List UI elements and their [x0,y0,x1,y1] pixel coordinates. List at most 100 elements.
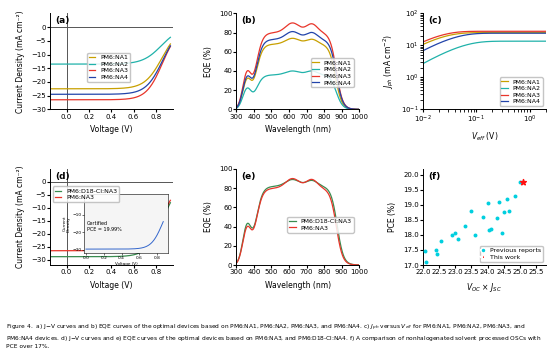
Point [485,228,494,233]
PM6:NA4 [263,39,270,44]
PM6:NA1 [517,31,524,35]
PM6:D18-Cl:NA3 [314,181,321,185]
Point [493,216,502,221]
Point [433,252,442,257]
X-axis label: Voltage (V): Voltage (V) [90,281,132,290]
PM6:NA2 [167,35,174,39]
Line: PM6:NA4: PM6:NA4 [44,46,171,94]
PM6:NA2 [545,39,552,43]
PM6:NA3 [545,29,552,33]
PM6:NA2 [272,73,279,77]
PM6:NA4 [73,92,80,97]
PM6:NA3 [167,44,174,48]
PM6:NA1 [289,36,296,40]
Line: PM6:NA3: PM6:NA3 [44,200,171,251]
X-axis label: Wavelength (nm): Wavelength (nm) [265,281,331,290]
Point [467,208,476,214]
Point [494,199,503,205]
PM6:NA3 [515,29,521,33]
PM6:NA3 [329,46,335,51]
PM6:NA2 [268,73,274,77]
PM6:NA2 [308,69,315,73]
PM6:NA2 [499,39,505,43]
PM6:NA4 [136,88,142,93]
Line: PM6:NA4: PM6:NA4 [237,32,359,110]
Text: (c): (c) [428,16,442,25]
PM6:NA4 [115,92,122,96]
PM6:D18-Cl:NA3 [233,261,240,265]
PM6:NA4 [510,31,517,35]
PM6:NA2 [538,39,545,43]
PM6:NA3 [263,188,270,193]
PM6:NA3 [469,29,476,33]
PM6:NA3 [419,40,426,44]
PM6:NA3 [344,105,351,109]
PM6:NA3 [460,29,467,34]
X-axis label: Wavelength (nm): Wavelength (nm) [265,125,331,134]
PM6:NA3 [435,34,442,38]
PM6:NA2 [510,39,517,43]
Point [478,214,487,220]
PM6:D18-Cl:NA3 [289,177,296,181]
PM6:NA2 [41,62,48,66]
PM6:NA2 [469,41,476,46]
PM6:NA1 [233,106,240,110]
PM6:NA1 [73,87,80,91]
PM6:NA2 [435,54,442,58]
Point [515,180,524,185]
PM6:NA1 [268,42,274,47]
PM6:NA3 [272,186,279,190]
PM6:NA3 [356,263,362,267]
PM6:D18-Cl:NA3 [272,184,279,188]
PM6:NA3 [314,181,321,185]
PM6:NA1 [356,107,362,112]
PM6:NA3 [136,245,142,249]
PM6:NA3 [233,261,240,265]
Line: PM6:NA2: PM6:NA2 [44,37,171,64]
Legend: PM6:D18-Cl:NA3, PM6:NA3: PM6:D18-Cl:NA3, PM6:NA3 [288,217,353,232]
PM6:NA3 [115,97,122,101]
PM6:D18-Cl:NA3 [136,251,142,255]
PM6:NA4 [41,92,48,97]
Y-axis label: EQE (%): EQE (%) [204,46,213,77]
PM6:NA1 [136,82,142,87]
PM6:NA4 [167,44,174,48]
Y-axis label: $J_{ph}$ (mA cm$^{-2}$): $J_{ph}$ (mA cm$^{-2}$) [381,34,396,89]
Point [451,231,460,236]
Point [499,210,508,215]
PM6:NA2 [511,39,517,43]
Point [504,208,513,214]
Legend: PM6:NA1, PM6:NA2, PM6:NA3, PM6:NA4: PM6:NA1, PM6:NA2, PM6:NA3, PM6:NA4 [311,58,353,87]
PM6:NA3 [289,177,296,181]
PM6:NA1 [344,106,351,110]
PM6:NA2 [115,62,122,66]
Text: (b): (b) [242,16,256,25]
PM6:NA1 [115,86,122,91]
PM6:D18-Cl:NA3 [329,197,335,201]
PM6:NA4 [314,33,321,37]
PM6:NA3 [98,249,105,253]
PM6:NA1 [167,42,174,46]
PM6:NA2 [136,59,142,63]
PM6:D18-Cl:NA3 [356,263,362,267]
PM6:NA4 [419,48,426,53]
PM6:D18-Cl:NA3 [125,253,132,258]
Line: PM6:D18-Cl:NA3: PM6:D18-Cl:NA3 [44,203,171,257]
PM6:D18-Cl:NA3 [268,185,274,189]
PM6:NA1 [41,87,48,91]
PM6:NA1 [511,31,517,35]
Text: (f): (f) [428,172,440,181]
Point [448,232,456,238]
Line: PM6:NA3: PM6:NA3 [237,179,359,265]
PM6:D18-Cl:NA3 [167,201,174,205]
Y-axis label: PCE (%): PCE (%) [388,202,397,232]
PM6:NA4 [469,32,476,36]
PM6:D18-Cl:NA3 [115,254,122,259]
PM6:NA3 [314,25,321,29]
Line: PM6:NA1: PM6:NA1 [423,33,548,45]
PM6:NA2 [125,61,132,65]
Line: PM6:D18-Cl:NA3: PM6:D18-Cl:NA3 [237,179,359,265]
Line: PM6:NA2: PM6:NA2 [237,71,359,110]
Y-axis label: EQE (%): EQE (%) [204,201,213,232]
Point [432,247,440,253]
